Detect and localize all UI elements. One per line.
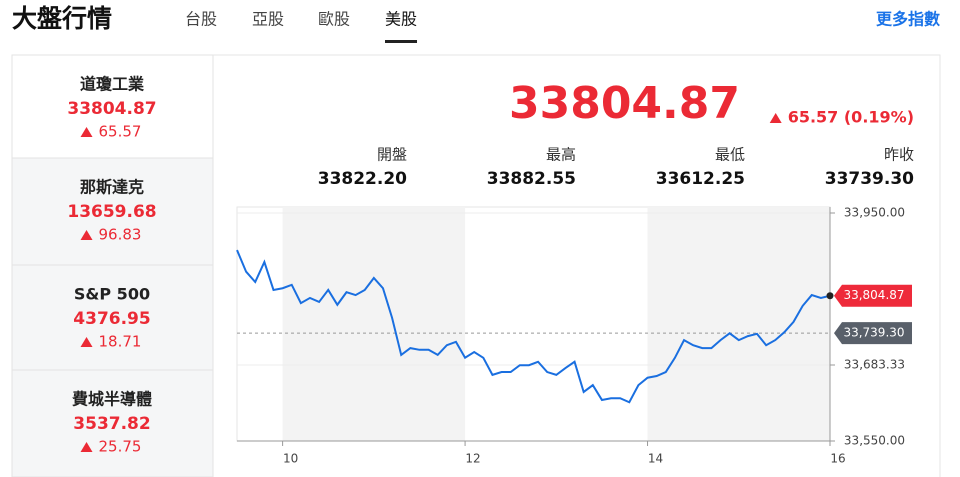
up-icon <box>80 442 93 452</box>
index-change: 65.57 <box>99 123 142 141</box>
tab-underline <box>385 40 418 43</box>
tab[interactable]: 歐股 <box>318 10 350 29</box>
x-tick-label: 14 <box>648 452 663 466</box>
x-tick-label: 12 <box>465 452 480 466</box>
y-tick-label: 33,550.00 <box>844 434 905 448</box>
stat-value: 33882.55 <box>487 169 576 189</box>
last-price-tag <box>834 284 912 307</box>
prev-close-label: 33,739.30 <box>843 326 904 340</box>
index-value: 3537.82 <box>73 414 150 434</box>
index-name: 道瓊工業 <box>80 75 145 94</box>
main-change: 65.57 (0.19%) <box>788 108 914 127</box>
y-tick-label: 33,950.00 <box>844 206 905 220</box>
page-title: 大盤行情 <box>12 4 112 33</box>
stat-value: 33822.20 <box>318 169 407 189</box>
up-icon <box>80 127 93 137</box>
index-value: 33804.87 <box>67 99 156 119</box>
prev-close-tag <box>834 322 912 345</box>
index-change: 18.71 <box>99 333 142 351</box>
stat-value: 33739.30 <box>825 169 914 189</box>
sidebar-item[interactable] <box>11 369 214 477</box>
tab[interactable]: 亞股 <box>252 10 284 29</box>
up-icon <box>80 337 93 347</box>
session-band <box>647 207 830 441</box>
y-tick-label: 33,683.33 <box>844 358 905 372</box>
stat-label: 最低 <box>715 146 745 164</box>
sidebar-item[interactable] <box>11 54 214 159</box>
index-change: 25.75 <box>99 438 142 456</box>
index-value: 4376.95 <box>73 309 150 329</box>
main-price: 33804.87 <box>509 78 740 129</box>
last-dot <box>826 292 834 300</box>
index-value: 13659.68 <box>67 202 156 222</box>
x-tick-label: 16 <box>830 452 845 466</box>
index-change: 96.83 <box>99 226 142 244</box>
stat-label: 開盤 <box>377 146 407 164</box>
more-link[interactable]: 更多指數 <box>876 10 940 29</box>
index-name: 費城半導體 <box>72 390 152 409</box>
up-icon <box>769 113 782 123</box>
stat-label: 昨收 <box>884 146 914 164</box>
x-tick-label: 10 <box>283 452 298 466</box>
tab[interactable]: 美股 <box>385 10 417 29</box>
tab[interactable]: 台股 <box>185 10 217 29</box>
last-price-label: 33,804.87 <box>843 288 904 302</box>
price-line <box>236 249 831 404</box>
up-icon <box>80 230 93 240</box>
index-name: 那斯達克 <box>80 178 144 197</box>
stat-value: 33612.25 <box>656 169 745 189</box>
stat-label: 最高 <box>546 146 576 164</box>
index-name: S&P 500 <box>74 285 150 304</box>
session-band <box>282 207 466 441</box>
sidebar-item[interactable] <box>11 264 214 371</box>
sidebar-item[interactable] <box>11 157 214 266</box>
